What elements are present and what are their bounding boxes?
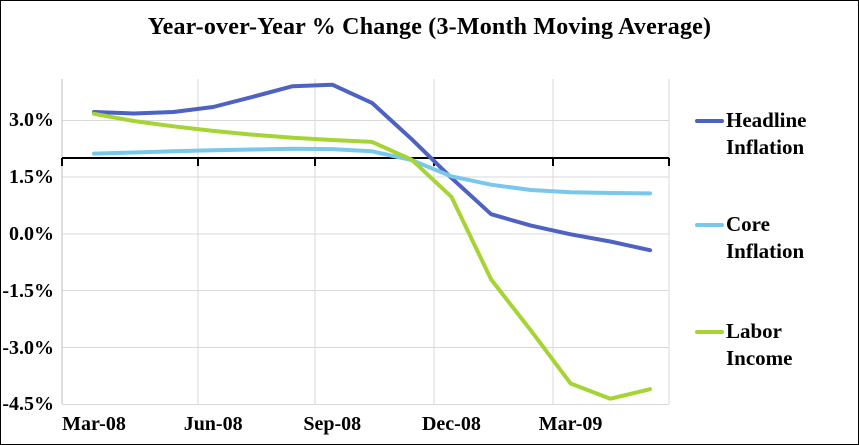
y-axis-tick-label: 1.5% [9, 166, 54, 189]
x-axis-tick-label: Jun-08 [183, 413, 243, 435]
headline-inflation-line-marker-icon [695, 119, 724, 123]
legend-label: Core Inflation [726, 212, 805, 263]
legend-label: Labor Income [726, 319, 793, 370]
x-axis-tick-label: Sep-08 [303, 413, 362, 435]
labor-income-line-marker-icon [695, 330, 724, 334]
chart-title: Year-over-Year % Change (3-Month Moving … [147, 14, 712, 40]
series-line-headline-inflation [92, 82, 652, 253]
y-axis-tick-label: -4.5% [2, 393, 54, 416]
y-axis-tick-label: 0.0% [9, 222, 54, 245]
legend-entry-core-inflation: Core Inflation [695, 211, 855, 265]
x-axis-tick-label: Dec-08 [421, 413, 481, 435]
series-line-labor-income [92, 111, 652, 401]
series-line-core-inflation [92, 146, 652, 196]
y-axis-tick-label: 3.0% [9, 109, 54, 132]
legend-entry-labor-income: Labor Income [695, 318, 855, 372]
core-inflation-line-marker-icon [695, 223, 724, 227]
x-axis-tick-label: Mar-08 [62, 413, 126, 435]
y-axis-tick-label: -3.0% [2, 336, 54, 359]
y-axis-tick-label: -1.5% [2, 279, 54, 302]
legend-entry-headline-inflation: Headline Inflation [695, 107, 855, 161]
x-axis-tick-label: Mar-09 [538, 413, 603, 435]
legend-label: Headline Inflation [726, 108, 807, 159]
